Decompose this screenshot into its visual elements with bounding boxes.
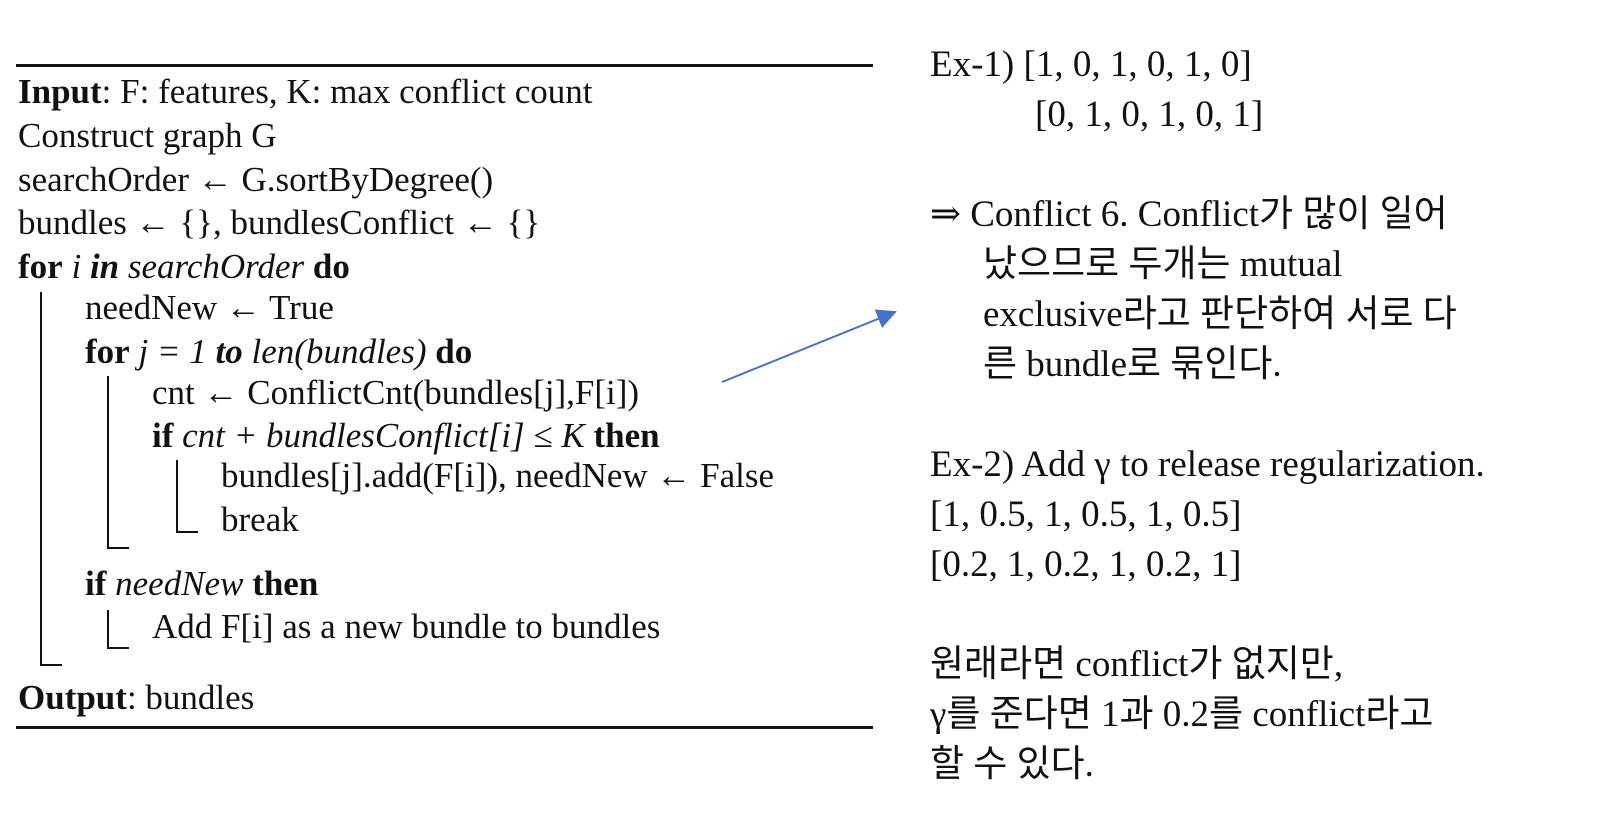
input-text: : F: features, K: max conflict count: [101, 72, 593, 111]
implies-line1: ⇒ Conflict 6. Conflict가 많이 일어: [930, 194, 1448, 235]
if2-keyword: if: [85, 564, 107, 603]
output-keyword: Output: [18, 678, 127, 717]
construct-line: Construct graph G: [18, 116, 277, 155]
then2-keyword: then: [252, 564, 319, 603]
outer-loop-foot: [40, 664, 62, 666]
for-keyword: for: [18, 247, 63, 286]
need-new-line: needNew ← True: [85, 288, 334, 327]
input-keyword: Input: [18, 72, 102, 111]
korean-note2: γ를 준다면 1과 0.2를 conflict라고: [930, 694, 1434, 735]
if2-condition: needNew: [106, 564, 253, 603]
ex1-label: Ex-1) [1, 0, 1, 0, 1, 0]: [930, 44, 1252, 85]
input-line: Input: F: features, K: max conflict coun…: [18, 72, 593, 112]
break-line: break: [221, 500, 299, 539]
ex2-row1: [1, 0.5, 1, 0.5, 1, 0.5]: [930, 494, 1242, 535]
add-to-bundle-line: bundles[j].add(F[i]), needNew ← False: [221, 456, 775, 495]
for-rest: searchOrder: [119, 247, 313, 286]
do-keyword: do: [312, 247, 350, 286]
if-need-new-line: if needNew then: [85, 564, 318, 604]
korean-note3: 할 수 있다.: [930, 744, 1094, 785]
if-keyword: if: [152, 416, 174, 455]
implies-line2: 났으므로 두개는 mutual: [983, 244, 1343, 285]
inner-loop-foot: [107, 547, 129, 549]
implies-line3: exclusive라고 판단하여 서로 다: [983, 294, 1457, 335]
for-inner-len: len(bundles): [242, 332, 436, 371]
inner-loop-bar: [107, 376, 109, 549]
bundles-init-line: bundles ← {}, bundlesConflict ← {}: [18, 203, 541, 242]
if-body-bar: [176, 460, 178, 533]
if2-body-foot: [107, 647, 129, 649]
ex1-row2: [0, 1, 0, 1, 0, 1]: [1035, 94, 1264, 135]
for-outer-line: for i in searchOrder do: [18, 247, 350, 287]
search-order-line: searchOrder ← G.sortByDegree(): [18, 160, 494, 199]
implies-line4: 른 bundle로 묶인다.: [983, 344, 1282, 385]
for-inner-expr: j = 1: [129, 332, 216, 371]
if-body-foot: [176, 531, 198, 533]
if2-body-bar: [107, 610, 109, 649]
for-inner-line: for j = 1 to len(bundles) do: [85, 332, 472, 372]
algorithm-bottom-rule: [16, 726, 873, 729]
in-keyword: in: [89, 247, 120, 286]
outer-loop-bar: [40, 292, 42, 666]
cnt-line: cnt ← ConflictCnt(bundles[j],F[i]): [152, 373, 640, 412]
if-conflict-line: if cnt + bundlesConflict[i] ≤ K then: [152, 416, 660, 456]
then-keyword: then: [593, 416, 660, 455]
algorithm-top-rule: [16, 64, 873, 67]
output-line: Output: bundles: [18, 678, 254, 718]
korean-note1: 원래라면 conflict가 없지만,: [930, 644, 1344, 685]
to-keyword: to: [215, 332, 243, 371]
for-var: i: [62, 247, 90, 286]
do-inner-keyword: do: [435, 332, 473, 371]
if-condition: cnt + bundlesConflict[i] ≤ K: [173, 416, 594, 455]
for-inner-keyword: for: [85, 332, 130, 371]
ex2-row2: [0.2, 1, 0.2, 1, 0.2, 1]: [930, 544, 1242, 585]
output-text: : bundles: [126, 678, 255, 717]
ex2-label: Ex-2) Add γ to release regularization.: [930, 444, 1485, 485]
add-new-bundle-line: Add F[i] as a new bundle to bundles: [152, 607, 661, 646]
